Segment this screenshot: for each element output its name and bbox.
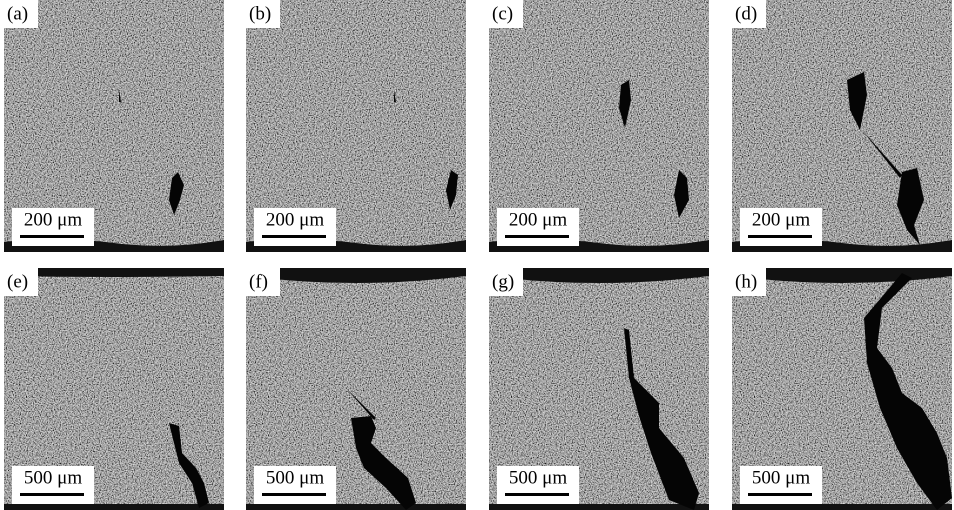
panel-label: (h) [735, 271, 757, 292]
scale-bar [748, 493, 812, 496]
figure: (a) 200 μm (b) 200 μm (c) 200 μm (d) 200 μm (e) 5… [0, 0, 954, 510]
micrograph-panel: (f) 500 μm [246, 268, 466, 510]
dark-edge [246, 504, 466, 510]
scale-bar [262, 235, 326, 238]
scale-bar [20, 493, 84, 496]
scale-text: 200 μm [24, 209, 82, 230]
micrograph-panel: (d) 200 μm [732, 0, 952, 252]
dark-edge [732, 504, 952, 510]
panel-label: (c) [492, 3, 513, 24]
panel-label: (g) [492, 271, 514, 292]
dark-edge [489, 504, 709, 510]
dark-edge [4, 504, 224, 510]
micrograph-panel: (g) 500 μm [489, 268, 709, 510]
scale-bar [505, 235, 569, 238]
scale-text: 200 μm [752, 209, 810, 230]
micrograph-panel: (e) 500 μm [4, 268, 224, 510]
scale-text: 500 μm [752, 467, 810, 488]
scale-bar [262, 493, 326, 496]
micrograph-panel: (b) 200 μm [246, 0, 466, 252]
scale-bar [20, 235, 84, 238]
scale-text: 200 μm [266, 209, 324, 230]
micrograph-panel: (a) 200 μm [4, 0, 224, 252]
panel-label: (a) [7, 3, 28, 24]
scale-text: 500 μm [24, 467, 82, 488]
panel-label: (f) [249, 271, 268, 292]
panel-label: (d) [735, 3, 757, 24]
scale-text: 500 μm [266, 467, 324, 488]
scale-bar [748, 235, 812, 238]
scale-text: 200 μm [509, 209, 567, 230]
micrograph-panel: (h) 500 μm [732, 268, 952, 510]
scale-bar [505, 493, 569, 496]
micrograph-panel: (c) 200 μm [489, 0, 709, 252]
scale-text: 500 μm [509, 467, 567, 488]
panel-label: (e) [7, 271, 28, 292]
panel-label: (b) [249, 3, 271, 24]
